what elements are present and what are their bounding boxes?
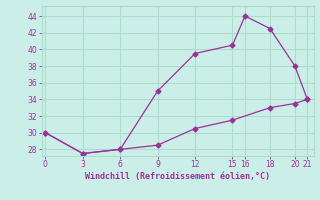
X-axis label: Windchill (Refroidissement éolien,°C): Windchill (Refroidissement éolien,°C) — [85, 172, 270, 181]
